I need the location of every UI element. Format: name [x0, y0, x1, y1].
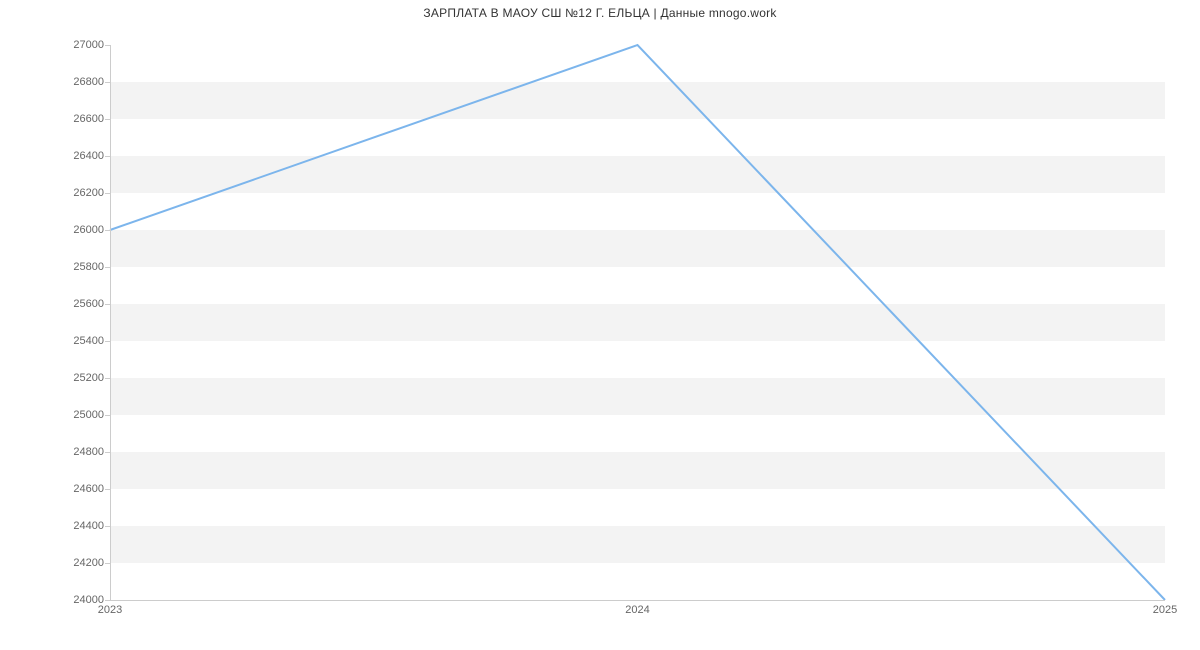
x-tick-label: 2025 — [1153, 604, 1177, 616]
y-tick-label: 26400 — [44, 150, 104, 162]
y-tick-label: 26000 — [44, 224, 104, 236]
x-tick-label: 2024 — [625, 604, 649, 616]
y-tick-label: 24600 — [44, 483, 104, 495]
y-tick-label: 26800 — [44, 76, 104, 88]
y-tick-label: 25200 — [44, 372, 104, 384]
y-tick-label: 26200 — [44, 187, 104, 199]
y-axis-line — [110, 45, 111, 600]
y-tick-label: 25000 — [44, 409, 104, 421]
chart-title: ЗАРПЛАТА В МАОУ СШ №12 Г. ЕЛЬЦА | Данные… — [0, 6, 1200, 20]
y-tick-label: 24200 — [44, 557, 104, 569]
y-tick-label: 24800 — [44, 446, 104, 458]
salary-line-chart: ЗАРПЛАТА В МАОУ СШ №12 Г. ЕЛЬЦА | Данные… — [0, 0, 1200, 650]
y-tick-label: 25400 — [44, 335, 104, 347]
line-series — [110, 45, 1165, 600]
x-axis-line — [110, 600, 1165, 601]
plot-area — [110, 45, 1165, 600]
y-tick-label: 26600 — [44, 113, 104, 125]
y-tick-label: 27000 — [44, 39, 104, 51]
y-tick-label: 24000 — [44, 594, 104, 606]
series-polyline — [110, 45, 1165, 600]
y-tick-label: 24400 — [44, 520, 104, 532]
y-tick-label: 25600 — [44, 298, 104, 310]
y-tick-label: 25800 — [44, 261, 104, 273]
x-tick-label: 2023 — [98, 604, 122, 616]
